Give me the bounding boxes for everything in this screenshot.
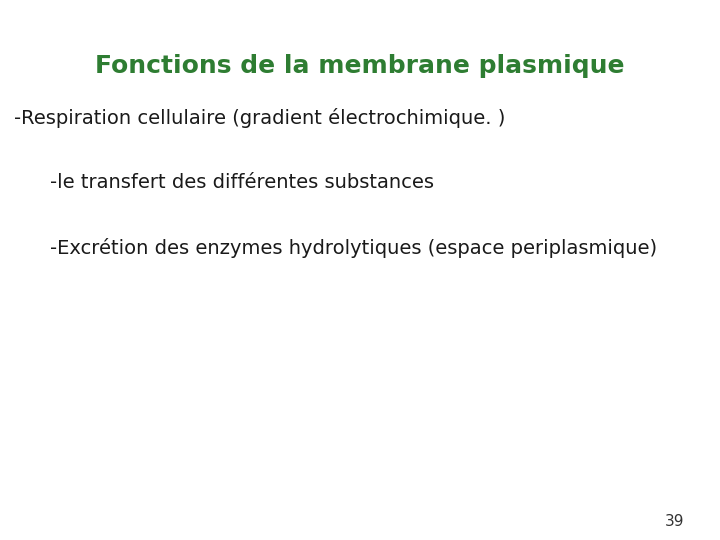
- Text: 39: 39: [665, 514, 684, 529]
- Text: -Excrétion des enzymes hydrolytiques (espace periplasmique): -Excrétion des enzymes hydrolytiques (es…: [50, 238, 657, 258]
- Text: -le transfert des différentes substances: -le transfert des différentes substances: [50, 173, 434, 192]
- Text: Fonctions de la membrane plasmique: Fonctions de la membrane plasmique: [95, 54, 625, 78]
- Text: -Respiration cellulaire (gradient électrochimique. ): -Respiration cellulaire (gradient électr…: [14, 108, 505, 128]
